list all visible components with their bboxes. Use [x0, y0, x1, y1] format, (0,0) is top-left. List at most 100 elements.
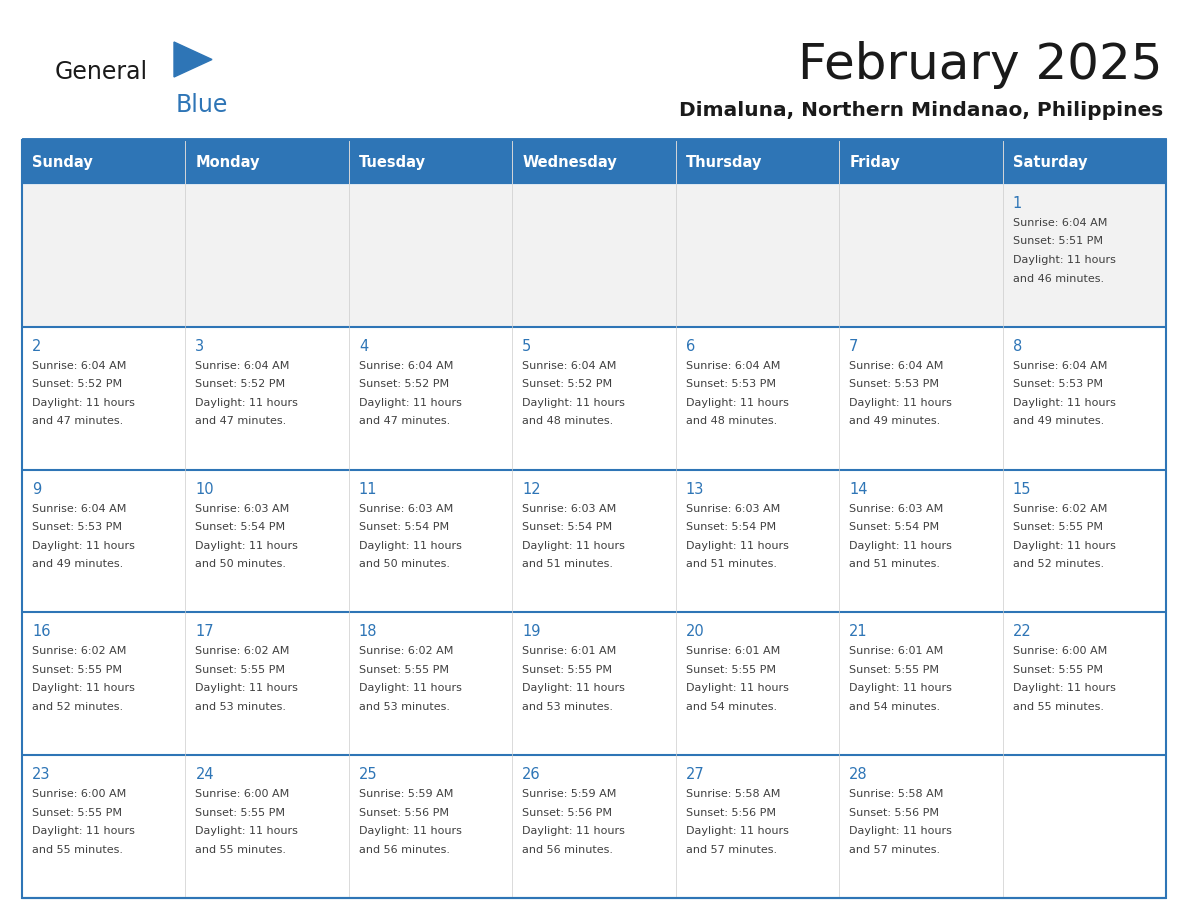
Text: Sunrise: 5:59 AM: Sunrise: 5:59 AM: [523, 789, 617, 800]
Bar: [676, 140, 839, 184]
Text: Sunset: 5:56 PM: Sunset: 5:56 PM: [359, 808, 449, 818]
Text: Daylight: 11 hours: Daylight: 11 hours: [849, 683, 952, 693]
Text: and 47 minutes.: and 47 minutes.: [196, 416, 286, 426]
Text: Sunrise: 6:01 AM: Sunrise: 6:01 AM: [523, 646, 617, 656]
Text: Sunrise: 6:01 AM: Sunrise: 6:01 AM: [685, 646, 781, 656]
Text: 4: 4: [359, 339, 368, 353]
Text: Sunrise: 5:58 AM: Sunrise: 5:58 AM: [849, 789, 943, 800]
Text: and 53 minutes.: and 53 minutes.: [359, 702, 450, 711]
Text: Daylight: 11 hours: Daylight: 11 hours: [32, 683, 135, 693]
Text: Sunrise: 6:02 AM: Sunrise: 6:02 AM: [1012, 504, 1107, 513]
Text: and 47 minutes.: and 47 minutes.: [359, 416, 450, 426]
Text: 13: 13: [685, 482, 704, 497]
Bar: [349, 612, 512, 756]
Text: February 2025: February 2025: [798, 41, 1163, 89]
Bar: [839, 184, 1003, 327]
Text: Daylight: 11 hours: Daylight: 11 hours: [523, 683, 625, 693]
Bar: [839, 470, 1003, 612]
Text: and 51 minutes.: and 51 minutes.: [523, 559, 613, 569]
Text: Sunrise: 6:01 AM: Sunrise: 6:01 AM: [849, 646, 943, 656]
Text: Daylight: 11 hours: Daylight: 11 hours: [1012, 255, 1116, 265]
Text: and 51 minutes.: and 51 minutes.: [849, 559, 940, 569]
Text: Daylight: 11 hours: Daylight: 11 hours: [849, 541, 952, 551]
Text: Friday: Friday: [849, 154, 899, 170]
Text: 24: 24: [196, 767, 214, 782]
Text: and 55 minutes.: and 55 minutes.: [1012, 702, 1104, 711]
Text: Daylight: 11 hours: Daylight: 11 hours: [523, 397, 625, 408]
Bar: [676, 470, 839, 612]
Text: Sunrise: 6:00 AM: Sunrise: 6:00 AM: [1012, 646, 1107, 656]
Text: 15: 15: [1012, 482, 1031, 497]
Text: Sunset: 5:54 PM: Sunset: 5:54 PM: [849, 522, 940, 532]
Text: Daylight: 11 hours: Daylight: 11 hours: [196, 826, 298, 836]
Text: and 53 minutes.: and 53 minutes.: [523, 702, 613, 711]
Text: 14: 14: [849, 482, 867, 497]
Text: Sunrise: 6:00 AM: Sunrise: 6:00 AM: [196, 789, 290, 800]
Text: Sunrise: 6:04 AM: Sunrise: 6:04 AM: [849, 361, 943, 371]
Bar: [185, 756, 349, 898]
Text: 10: 10: [196, 482, 214, 497]
Text: Sunset: 5:55 PM: Sunset: 5:55 PM: [849, 665, 940, 675]
Text: Sunset: 5:51 PM: Sunset: 5:51 PM: [1012, 237, 1102, 247]
Text: Daylight: 11 hours: Daylight: 11 hours: [32, 826, 135, 836]
Text: Sunrise: 6:03 AM: Sunrise: 6:03 AM: [359, 504, 453, 513]
Text: Sunrise: 6:02 AM: Sunrise: 6:02 AM: [196, 646, 290, 656]
Text: Dimaluna, Northern Mindanao, Philippines: Dimaluna, Northern Mindanao, Philippines: [678, 100, 1163, 119]
Bar: [185, 184, 349, 327]
Text: and 50 minutes.: and 50 minutes.: [359, 559, 450, 569]
Text: Daylight: 11 hours: Daylight: 11 hours: [196, 397, 298, 408]
Text: 19: 19: [523, 624, 541, 640]
Text: Daylight: 11 hours: Daylight: 11 hours: [32, 541, 135, 551]
Text: and 57 minutes.: and 57 minutes.: [685, 845, 777, 855]
Bar: [512, 756, 676, 898]
Text: and 47 minutes.: and 47 minutes.: [32, 416, 124, 426]
Bar: [839, 756, 1003, 898]
Text: and 54 minutes.: and 54 minutes.: [685, 702, 777, 711]
Text: and 56 minutes.: and 56 minutes.: [523, 845, 613, 855]
Bar: [1003, 612, 1165, 756]
Polygon shape: [173, 42, 211, 77]
Text: Sunrise: 6:04 AM: Sunrise: 6:04 AM: [196, 361, 290, 371]
Text: Sunrise: 6:04 AM: Sunrise: 6:04 AM: [1012, 361, 1107, 371]
Text: Daylight: 11 hours: Daylight: 11 hours: [359, 826, 462, 836]
Bar: [1003, 756, 1165, 898]
Text: Sunset: 5:55 PM: Sunset: 5:55 PM: [1012, 522, 1102, 532]
Text: 18: 18: [359, 624, 378, 640]
Bar: [23, 470, 185, 612]
Text: 6: 6: [685, 339, 695, 353]
Text: Sunset: 5:55 PM: Sunset: 5:55 PM: [196, 808, 285, 818]
Text: Sunset: 5:55 PM: Sunset: 5:55 PM: [523, 665, 612, 675]
Bar: [349, 184, 512, 327]
Text: Wednesday: Wednesday: [523, 154, 617, 170]
Text: Daylight: 11 hours: Daylight: 11 hours: [849, 397, 952, 408]
Text: Sunset: 5:56 PM: Sunset: 5:56 PM: [685, 808, 776, 818]
Text: and 49 minutes.: and 49 minutes.: [1012, 416, 1104, 426]
Bar: [1003, 470, 1165, 612]
Text: Sunrise: 6:03 AM: Sunrise: 6:03 AM: [849, 504, 943, 513]
Text: Sunset: 5:54 PM: Sunset: 5:54 PM: [196, 522, 285, 532]
Text: Sunrise: 6:04 AM: Sunrise: 6:04 AM: [523, 361, 617, 371]
Text: Sunset: 5:54 PM: Sunset: 5:54 PM: [523, 522, 612, 532]
Bar: [23, 612, 185, 756]
Text: General: General: [55, 60, 148, 84]
Text: Sunset: 5:55 PM: Sunset: 5:55 PM: [32, 665, 122, 675]
Text: Sunset: 5:55 PM: Sunset: 5:55 PM: [1012, 665, 1102, 675]
Bar: [185, 140, 349, 184]
Text: Sunset: 5:54 PM: Sunset: 5:54 PM: [685, 522, 776, 532]
Text: Daylight: 11 hours: Daylight: 11 hours: [359, 397, 462, 408]
Text: and 55 minutes.: and 55 minutes.: [196, 845, 286, 855]
Text: 9: 9: [32, 482, 42, 497]
Text: Daylight: 11 hours: Daylight: 11 hours: [1012, 683, 1116, 693]
Text: Sunset: 5:53 PM: Sunset: 5:53 PM: [32, 522, 122, 532]
Bar: [349, 327, 512, 470]
Text: Sunrise: 6:03 AM: Sunrise: 6:03 AM: [523, 504, 617, 513]
Text: Sunset: 5:52 PM: Sunset: 5:52 PM: [523, 379, 612, 389]
Text: and 54 minutes.: and 54 minutes.: [849, 702, 940, 711]
Bar: [185, 327, 349, 470]
Text: Daylight: 11 hours: Daylight: 11 hours: [1012, 397, 1116, 408]
Text: Sunset: 5:52 PM: Sunset: 5:52 PM: [32, 379, 122, 389]
Text: and 46 minutes.: and 46 minutes.: [1012, 274, 1104, 284]
Text: Monday: Monday: [196, 154, 260, 170]
Text: and 56 minutes.: and 56 minutes.: [359, 845, 450, 855]
Text: Sunrise: 6:04 AM: Sunrise: 6:04 AM: [32, 504, 126, 513]
